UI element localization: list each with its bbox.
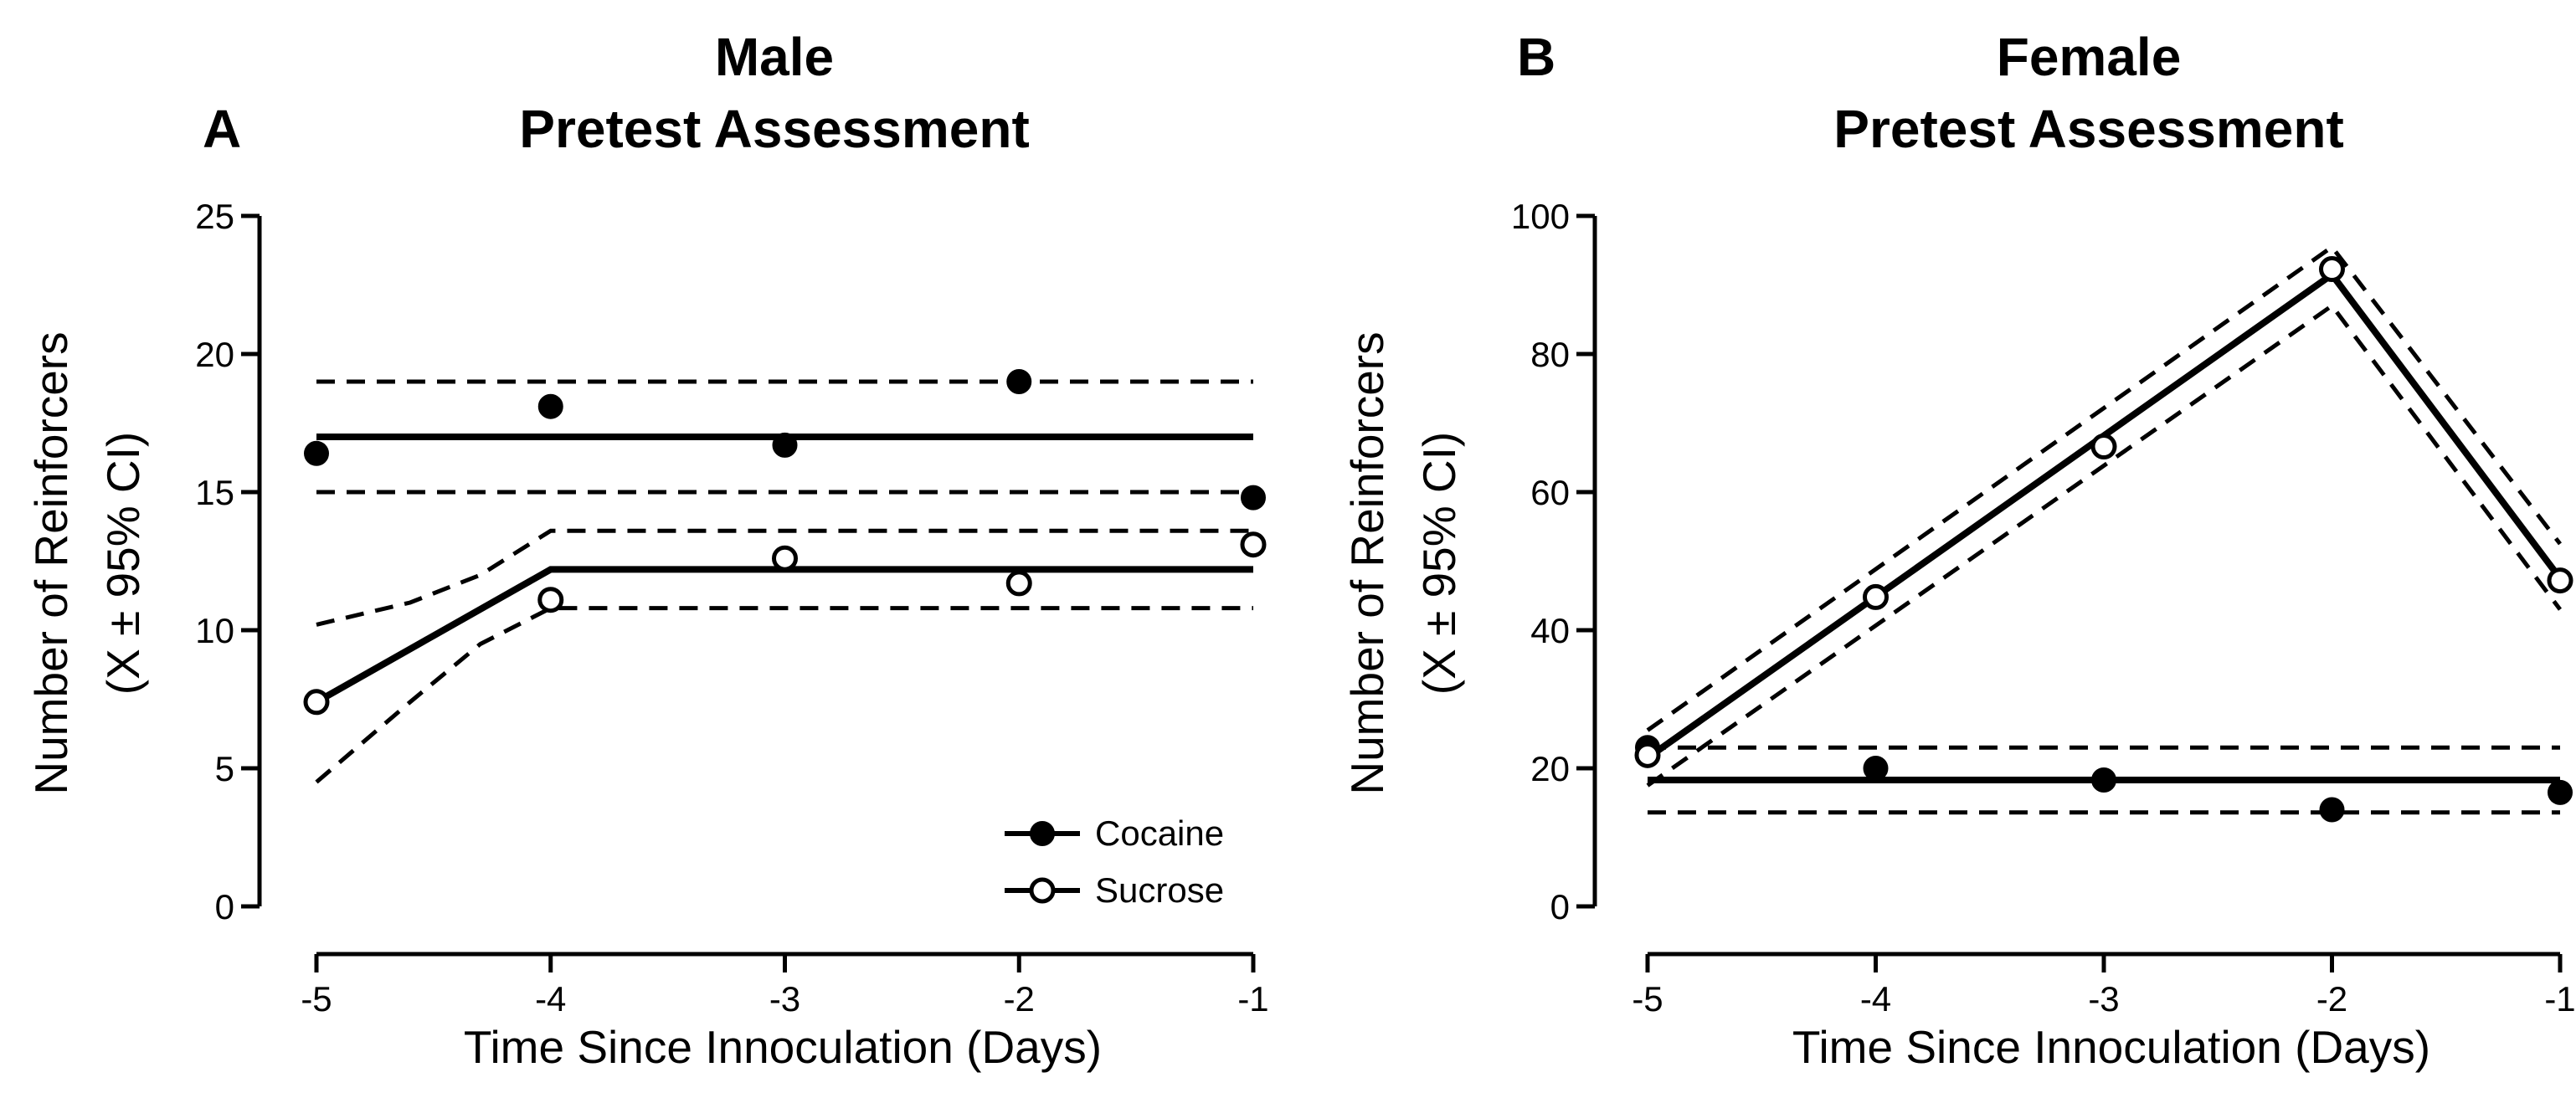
y-tick-label: 60: [1530, 473, 1570, 512]
legend: Cocaine Sucrose: [1005, 813, 1224, 910]
cocaine-point: [2091, 767, 2116, 793]
legend-label-sucrose: Sucrose: [1095, 870, 1224, 910]
sucrose-ci-upper-line: [316, 528, 1253, 627]
panel-title-line1: Male: [715, 27, 834, 87]
sucrose-ci-upper-line: [1646, 244, 2562, 732]
cocaine-point: [1241, 485, 1266, 511]
sucrose-point: [2547, 567, 2573, 594]
sucrose-point: [303, 689, 330, 716]
panel-female: B Female Pretest Assessment Number of Re…: [1341, 27, 2576, 1073]
y-tick-label: 80: [1530, 335, 1570, 374]
plot-area: 0 5 10 15 20 25 -5 -4 -3 -2 -1: [195, 197, 1268, 1019]
y-tick-label: 25: [195, 197, 234, 236]
x-tick-label: -1: [1237, 979, 1268, 1019]
cocaine-point: [2319, 797, 2345, 823]
cocaine-point: [1863, 756, 1889, 781]
y-tick-label: 10: [195, 611, 234, 650]
y-tick-label: 5: [215, 749, 234, 788]
cocaine-point: [772, 432, 798, 458]
panel-letter: A: [203, 99, 241, 159]
y-axis-label-line1: Number of Reinforcers: [25, 331, 77, 794]
cocaine-point: [537, 393, 563, 419]
x-tick-label: -2: [2316, 979, 2347, 1019]
x-tick-label: -4: [1860, 979, 1891, 1019]
cocaine-point: [2548, 779, 2573, 805]
sucrose-fit-line: [315, 566, 1253, 706]
cocaine-point: [304, 440, 329, 466]
x-tick-label: -3: [769, 979, 800, 1019]
x-tick-label: -5: [1632, 979, 1663, 1019]
panel-title-line1: Female: [1997, 27, 2182, 87]
sucrose-point: [1005, 570, 1032, 597]
x-axis-label: Time Since Innoculation (Days): [464, 1021, 1102, 1073]
cocaine-point: [1006, 369, 1032, 394]
sucrose-fit-line: [1645, 269, 2563, 761]
panel-title-line2: Pretest Assessment: [1833, 99, 2344, 159]
y-tick-label: 40: [1530, 611, 1570, 650]
sucrose-ci-lower-line: [1646, 302, 2562, 788]
x-tick-label: -3: [2088, 979, 2119, 1019]
sucrose-point: [772, 545, 798, 572]
y-tick-label: 20: [195, 335, 234, 374]
x-axis-label: Time Since Innoculation (Days): [1792, 1021, 2430, 1073]
legend-label-cocaine: Cocaine: [1095, 813, 1224, 853]
y-axis-label-line1: Number of Reinforcers: [1341, 331, 1393, 794]
panel-male: A Male Pretest Assessment Number of Rein…: [25, 27, 1269, 1073]
legend-marker-cocaine: [1030, 821, 1055, 846]
plot-area: 0 20 40 60 80 100 -5 -4 -3 -2 -1: [1511, 197, 2576, 1019]
y-axis-label-line2: (X ± 95% CI): [1413, 432, 1465, 695]
sucrose-point: [2090, 434, 2117, 460]
sucrose-point: [1240, 531, 1267, 558]
panel-title-line2: Pretest Assessment: [519, 99, 1030, 159]
y-tick-label: 20: [1530, 749, 1570, 788]
legend-marker-sucrose: [1029, 877, 1056, 904]
y-tick-label: 0: [215, 887, 234, 926]
sucrose-point: [2319, 256, 2345, 283]
sucrose-point: [537, 587, 564, 613]
sucrose-point: [1863, 583, 1889, 610]
y-axis-label-line2: (X ± 95% CI): [97, 432, 149, 695]
panel-letter: B: [1517, 27, 1555, 87]
y-tick-label: 100: [1511, 197, 1570, 236]
y-tick-label: 15: [195, 473, 234, 512]
sucrose-ci-lower-line: [315, 606, 1253, 784]
x-tick-label: -5: [301, 979, 332, 1019]
x-tick-label: -1: [2544, 979, 2575, 1019]
x-tick-label: -2: [1004, 979, 1035, 1019]
x-tick-label: -4: [535, 979, 566, 1019]
sucrose-point: [1634, 741, 1661, 768]
y-tick-label: 0: [1550, 887, 1570, 926]
